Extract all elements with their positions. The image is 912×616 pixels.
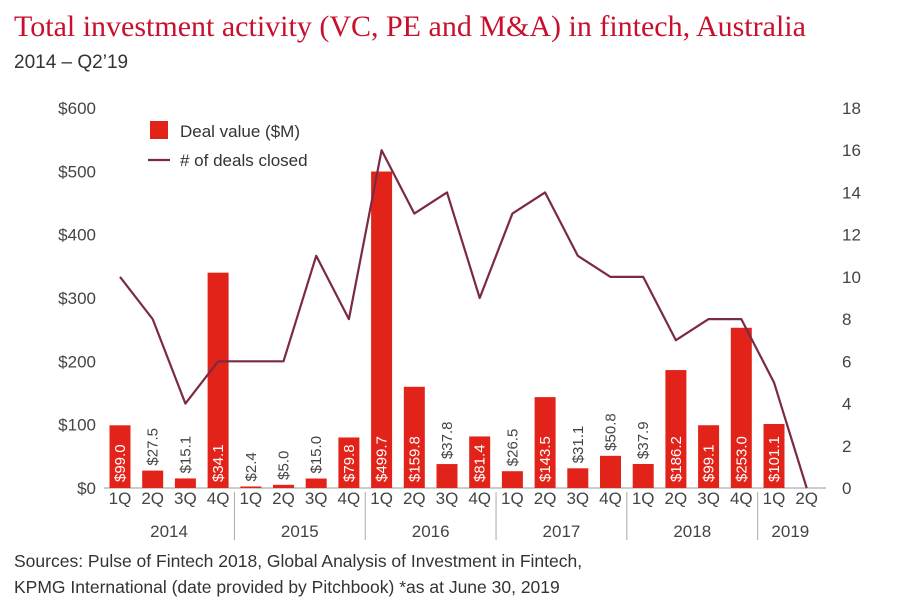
source-line: KPMG International (date provided by Pit… (14, 577, 560, 597)
bar (305, 478, 327, 488)
bar (174, 478, 196, 488)
bar-value-label: $37.9 (635, 421, 652, 459)
x-tick-label: 3Q (436, 489, 459, 508)
x-tick-label: 3Q (305, 489, 328, 508)
bar-value-label: $253.0 (733, 436, 750, 482)
x-tick-label: 3Q (697, 489, 720, 508)
bar (142, 470, 164, 488)
y-right-tick-label: 4 (842, 395, 851, 414)
y-right-tick-label: 2 (842, 437, 851, 456)
x-tick-label: 4Q (730, 489, 753, 508)
x-tick-label: 4Q (599, 489, 622, 508)
x-tick-label: 1Q (763, 489, 786, 508)
bar (567, 468, 589, 488)
bar-value-label: $99.1 (701, 444, 718, 482)
y-left-tick-label: $0 (77, 479, 96, 498)
source-line: Sources: Pulse of Fintech 2018, Global A… (14, 551, 583, 571)
x-tick-label: 1Q (632, 489, 655, 508)
bar-value-label: $186.2 (668, 436, 685, 482)
x-tick-label: 2Q (534, 489, 557, 508)
bar-value-label: $50.8 (603, 413, 620, 451)
bar (371, 171, 393, 489)
x-tick-label: 1Q (239, 489, 262, 508)
y-right-tick-label: 12 (842, 226, 861, 245)
bar (665, 370, 687, 488)
bar-value-label: $101.1 (766, 436, 783, 482)
bar (600, 455, 621, 488)
bar (698, 425, 720, 488)
x-year-label: 2015 (281, 522, 319, 541)
x-tick-label: 4Q (207, 489, 230, 508)
bar (338, 437, 360, 488)
bar-value-label: $99.0 (112, 444, 129, 482)
x-tick-label: 1Q (501, 489, 524, 508)
y-right-tick-label: 14 (842, 183, 861, 202)
bar (469, 436, 491, 488)
bar-value-label: $31.1 (570, 426, 587, 464)
y-right-tick-label: 0 (842, 479, 851, 498)
chart-subtitle: 2014 – Q2’19 (14, 52, 129, 73)
y-right-tick-label: 10 (842, 268, 861, 287)
y-left-tick-label: $200 (58, 352, 96, 371)
bar (436, 464, 458, 488)
bar-value-label: $499.7 (374, 436, 391, 482)
x-tick-label: 1Q (370, 489, 393, 508)
y-left-tick-label: $300 (58, 289, 96, 308)
bar-value-label: $15.0 (308, 436, 325, 474)
bar (763, 423, 785, 488)
deals-line (119, 149, 808, 489)
y-right-tick-label: 18 (842, 99, 861, 118)
x-tick-label: 4Q (468, 489, 491, 508)
bar-value-label: $27.5 (145, 428, 162, 466)
x-tick-label: 2Q (141, 489, 164, 508)
y-right-tick-label: 8 (842, 310, 851, 329)
bar (501, 471, 523, 488)
chart-title: Total investment activity (VC, PE and M&… (14, 10, 806, 43)
x-tick-label: 2Q (403, 489, 426, 508)
bar-value-label: $159.8 (406, 436, 423, 482)
y-left-tick-label: $100 (58, 416, 96, 435)
x-tick-label: 2Q (795, 489, 818, 508)
x-year-label: 2016 (412, 522, 450, 541)
bar (207, 272, 229, 488)
x-tick-label: 4Q (338, 489, 361, 508)
legend-label: Deal value ($M) (180, 122, 300, 141)
x-tick-label: 2Q (272, 489, 295, 508)
bar-value-label: $26.5 (504, 429, 521, 467)
bar (632, 463, 654, 488)
bar (534, 397, 556, 488)
x-tick-label: 1Q (109, 489, 132, 508)
bar-value-label: $34.1 (210, 444, 227, 482)
y-right-tick-label: 16 (842, 141, 861, 160)
bar-value-label: $15.1 (177, 436, 194, 474)
bar (273, 484, 294, 488)
x-tick-label: 3Q (566, 489, 589, 508)
x-year-label: 2017 (543, 522, 581, 541)
x-year-label: 2014 (150, 522, 188, 541)
y-left-tick-label: $600 (58, 99, 96, 118)
bar (730, 327, 752, 488)
y-left-tick-label: $500 (58, 162, 96, 181)
bar-value-label: $81.4 (472, 444, 489, 482)
x-year-label: 2018 (673, 522, 711, 541)
bar-value-label: $79.8 (341, 444, 358, 482)
bar-value-label: $37.8 (439, 422, 456, 460)
x-tick-label: 3Q (174, 489, 197, 508)
bar (109, 425, 131, 488)
x-tick-label: 2Q (665, 489, 688, 508)
bar (403, 386, 425, 488)
y-right-tick-label: 6 (842, 352, 851, 371)
bar-value-label: $143.5 (537, 436, 554, 482)
legend-label: # of deals closed (180, 151, 308, 170)
x-year-label: 2019 (771, 522, 809, 541)
source-note: Sources: Pulse of Fintech 2018, Global A… (14, 548, 582, 600)
bar (240, 486, 262, 488)
bar-value-label: $5.0 (276, 451, 293, 480)
y-left-tick-label: $400 (58, 226, 96, 245)
bar-value-label: $2.4 (243, 452, 260, 481)
legend-swatch-bar (150, 121, 168, 139)
